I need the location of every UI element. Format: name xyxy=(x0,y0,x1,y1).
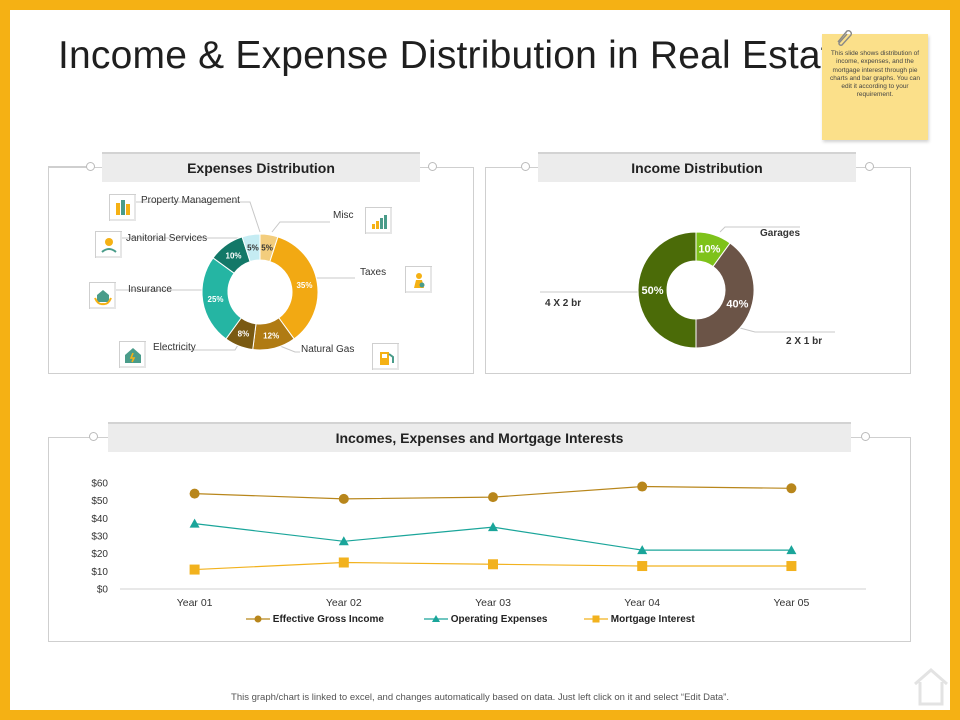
donut-slice-label: 8% xyxy=(238,330,250,339)
donut-slice-label: 12% xyxy=(263,331,279,340)
page-title: Income & Expense Distribution in Real Es… xyxy=(58,34,854,77)
y-tick-label: $40 xyxy=(91,514,108,525)
x-tick-label: Year 03 xyxy=(475,597,511,609)
panel-knob xyxy=(428,162,437,171)
donut-slice-label: 40% xyxy=(726,298,748,310)
data-point xyxy=(338,536,349,546)
expense-label: Janitorial Services xyxy=(126,233,208,244)
expense-label: Misc xyxy=(333,210,354,221)
donut-slice-label: 35% xyxy=(296,281,312,290)
donut-slice-label: 10% xyxy=(226,251,242,260)
income-label: 2 X 1 br xyxy=(786,336,823,347)
taxes-icon xyxy=(405,266,432,293)
leader-line xyxy=(160,344,239,351)
leader-line xyxy=(132,201,261,233)
donut-slice-label: 50% xyxy=(641,285,663,297)
expenses-donut-chart: 5% 35% 12% 8% 25% 10% 5% xyxy=(115,201,355,353)
donut-slice-label: 25% xyxy=(208,295,224,304)
legend-item: Operating Expenses xyxy=(424,614,547,625)
panel-knob xyxy=(521,162,530,171)
expense-label: Property Management xyxy=(141,195,240,206)
data-point xyxy=(488,522,498,532)
panel-knob xyxy=(861,432,870,441)
leader-line xyxy=(739,327,835,333)
data-point xyxy=(786,561,797,572)
donut-slice xyxy=(241,233,261,263)
sticky-note-text: This slide shows distribution of income,… xyxy=(830,50,920,99)
donut-slice-label: 10% xyxy=(698,243,720,255)
y-tick-label: $30 xyxy=(91,532,108,543)
insurance-icon xyxy=(89,282,116,309)
legend-item: Effective Gross Income xyxy=(246,614,384,625)
leader-line xyxy=(271,221,330,233)
data-point xyxy=(786,545,797,555)
legend-item: Mortgage Interest xyxy=(584,614,695,625)
x-tick-label: Year 05 xyxy=(773,597,809,609)
donut-slice xyxy=(695,242,755,349)
income-donut-chart: 10% 40% 50% xyxy=(540,226,835,349)
line-chart-panel xyxy=(48,437,911,642)
y-tick-label: $10 xyxy=(91,567,108,578)
income-panel-title: Income Distribution xyxy=(538,152,856,182)
panel-knob xyxy=(89,432,98,441)
panel-knob xyxy=(865,162,874,171)
y-tick-label: $60 xyxy=(91,479,108,490)
expense-label: Taxes xyxy=(360,267,387,278)
sticky-note: This slide shows distribution of income,… xyxy=(822,30,928,140)
footer-note: This graph/chart is linked to excel, and… xyxy=(231,692,729,703)
leader-line xyxy=(279,345,300,353)
data-point xyxy=(338,557,349,568)
expense-label: Natural Gas xyxy=(301,344,355,355)
donut-slice-label: 5% xyxy=(247,243,259,252)
data-point xyxy=(189,488,200,499)
donut-slice xyxy=(269,236,319,340)
electricity-icon xyxy=(119,341,146,368)
line-chart: $0 $10 $20 $30 $40 $50 $60 Year 01 Year 02 Year 0… xyxy=(91,479,866,609)
data-point xyxy=(189,564,200,575)
y-tick-label: $20 xyxy=(91,549,108,560)
misc-icon xyxy=(365,207,392,234)
slide: Income & Expense Distribution in Real Es… xyxy=(10,10,950,710)
data-point xyxy=(488,492,498,503)
home-icon[interactable] xyxy=(912,666,950,706)
janitorial-services-icon xyxy=(95,231,122,258)
leader-line xyxy=(719,226,800,233)
data-point xyxy=(637,481,648,492)
x-tick-label: Year 04 xyxy=(624,597,660,609)
data-point xyxy=(637,561,648,572)
donut-slice xyxy=(637,231,697,349)
data-point xyxy=(786,483,797,494)
x-tick-label: Year 02 xyxy=(326,597,362,609)
panel-knob xyxy=(86,162,95,171)
donut-slice-label: 5% xyxy=(261,243,273,252)
expense-label: Electricity xyxy=(153,342,196,353)
x-tick-label: Year 01 xyxy=(177,597,213,609)
paperclip-icon xyxy=(837,30,852,46)
data-point xyxy=(488,559,498,570)
data-point xyxy=(338,493,349,504)
y-tick-label: $0 xyxy=(97,585,109,596)
expenses-panel-title: Expenses Distribution xyxy=(102,152,420,182)
income-label: 4 X 2 br xyxy=(545,298,582,309)
income-label: Garages xyxy=(760,228,801,239)
data-point xyxy=(637,545,648,555)
y-tick-label: $50 xyxy=(91,496,108,507)
line-chart-title: Incomes, Expenses and Mortgage Interests xyxy=(108,422,851,452)
property-management-icon xyxy=(109,194,136,221)
natural-gas-icon xyxy=(372,343,399,370)
data-point xyxy=(189,518,200,528)
expense-label: Insurance xyxy=(128,284,172,295)
